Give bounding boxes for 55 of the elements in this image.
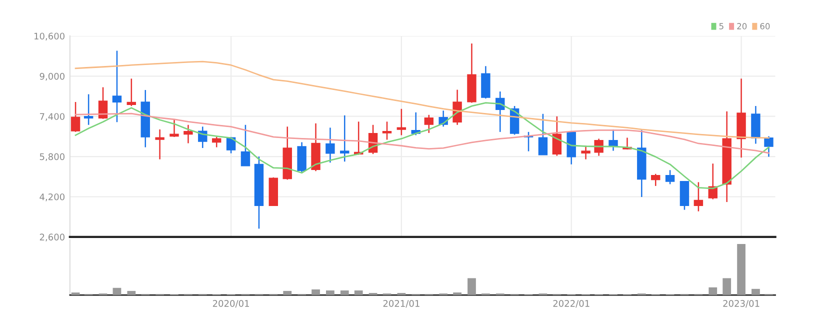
y-tick-label: 2,600: [40, 234, 64, 242]
candlestick: [240, 124, 250, 166]
candlestick: [694, 182, 704, 212]
legend-label: 20: [737, 23, 747, 30]
legend-label: 5: [719, 23, 724, 30]
candlestick: [552, 116, 562, 156]
bar: [71, 292, 80, 296]
legend-label: 60: [760, 23, 770, 30]
candlestick: [155, 128, 164, 160]
y-tick-label: 9,000: [40, 72, 64, 81]
candlestick: [112, 50, 122, 123]
candlestick: [184, 124, 193, 144]
candlestick: [326, 127, 335, 164]
candlestick: [382, 121, 392, 140]
bar: [737, 244, 746, 296]
bar: [722, 278, 732, 296]
bar: [453, 292, 462, 296]
bar: [127, 290, 136, 296]
x-tick-label: 2020/01: [212, 300, 249, 308]
x-tick-label: 2022/01: [553, 300, 590, 308]
candlestick: [340, 114, 350, 162]
candlestick: [665, 169, 675, 185]
y-tick-label: 7,400: [40, 113, 64, 121]
candlestick: [170, 119, 179, 138]
bar: [112, 288, 122, 296]
candlestick: [98, 86, 108, 120]
bar: [312, 289, 320, 296]
y-tick-label: 10,600: [34, 32, 64, 40]
candlestick: [84, 94, 94, 126]
candlestick: [581, 144, 590, 160]
candlestick: [424, 114, 434, 134]
candlestick: [481, 65, 490, 100]
bar: [468, 278, 476, 296]
candlestick: [651, 173, 660, 187]
x-tick-label: 2021/01: [383, 300, 420, 308]
candlestick: [764, 136, 774, 158]
x-tick-label: 2023/01: [723, 300, 760, 308]
candlestick: [212, 136, 222, 148]
bar: [708, 287, 718, 296]
candlestick: [538, 113, 548, 156]
y-tick-label: 4,200: [40, 193, 64, 202]
bar: [283, 290, 292, 296]
candlestick: [751, 105, 760, 144]
bar: [340, 290, 349, 296]
y-tick-label: 5,800: [40, 153, 64, 162]
bar: [397, 292, 406, 296]
bar: [368, 292, 378, 296]
candlestick: [126, 78, 136, 107]
bar: [752, 288, 760, 296]
candlestick: [70, 101, 80, 133]
candlestick: [594, 138, 604, 156]
bar: [326, 290, 334, 296]
bar: [354, 290, 363, 296]
candlestick: [608, 128, 618, 152]
candlestick: [396, 108, 406, 136]
